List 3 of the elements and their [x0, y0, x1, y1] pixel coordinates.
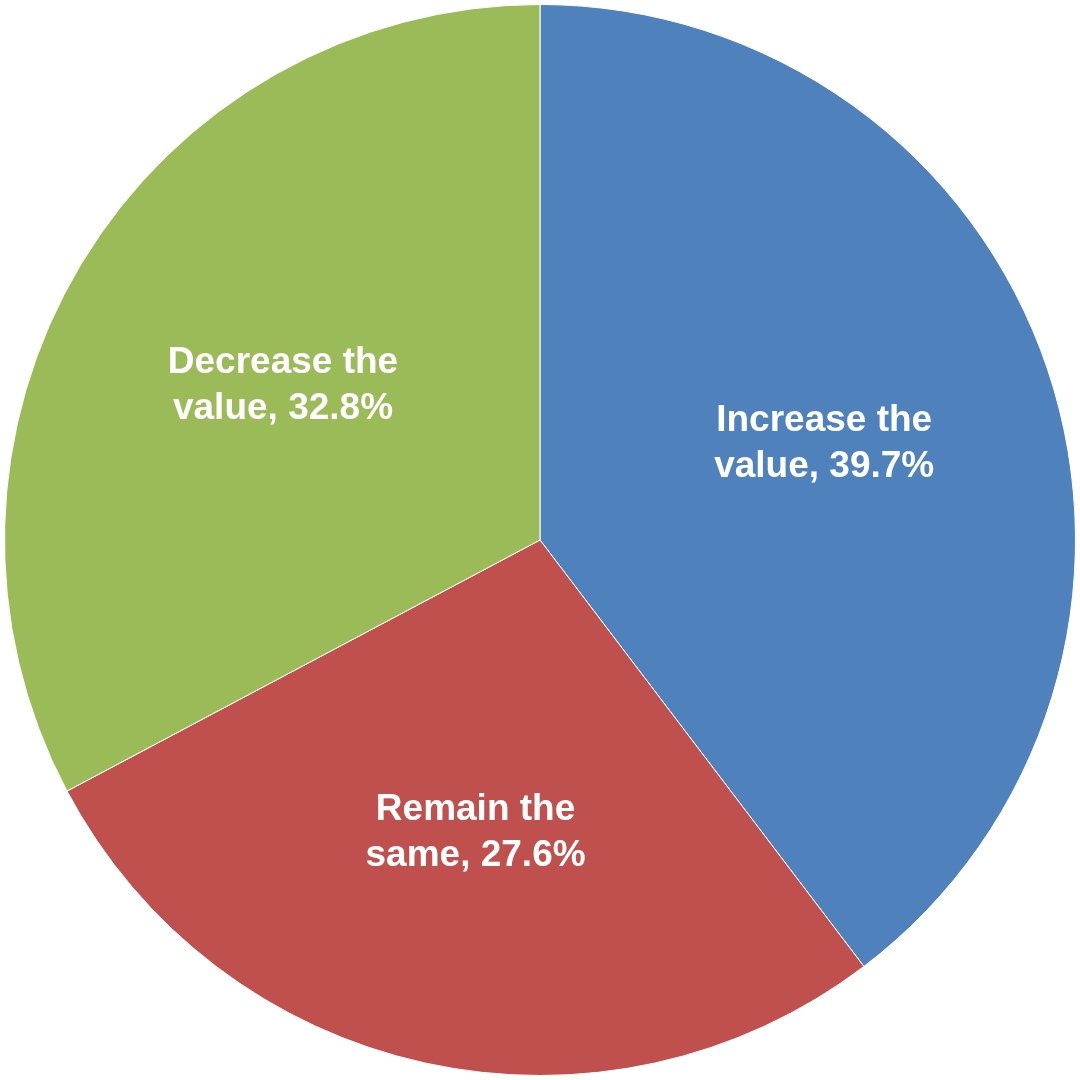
- slice-label: Decrease the value, 32.8%: [167, 339, 399, 427]
- slice-label: Increase the value, 39.7%: [714, 398, 935, 486]
- slice-label: Remain the same, 27.6%: [365, 787, 586, 875]
